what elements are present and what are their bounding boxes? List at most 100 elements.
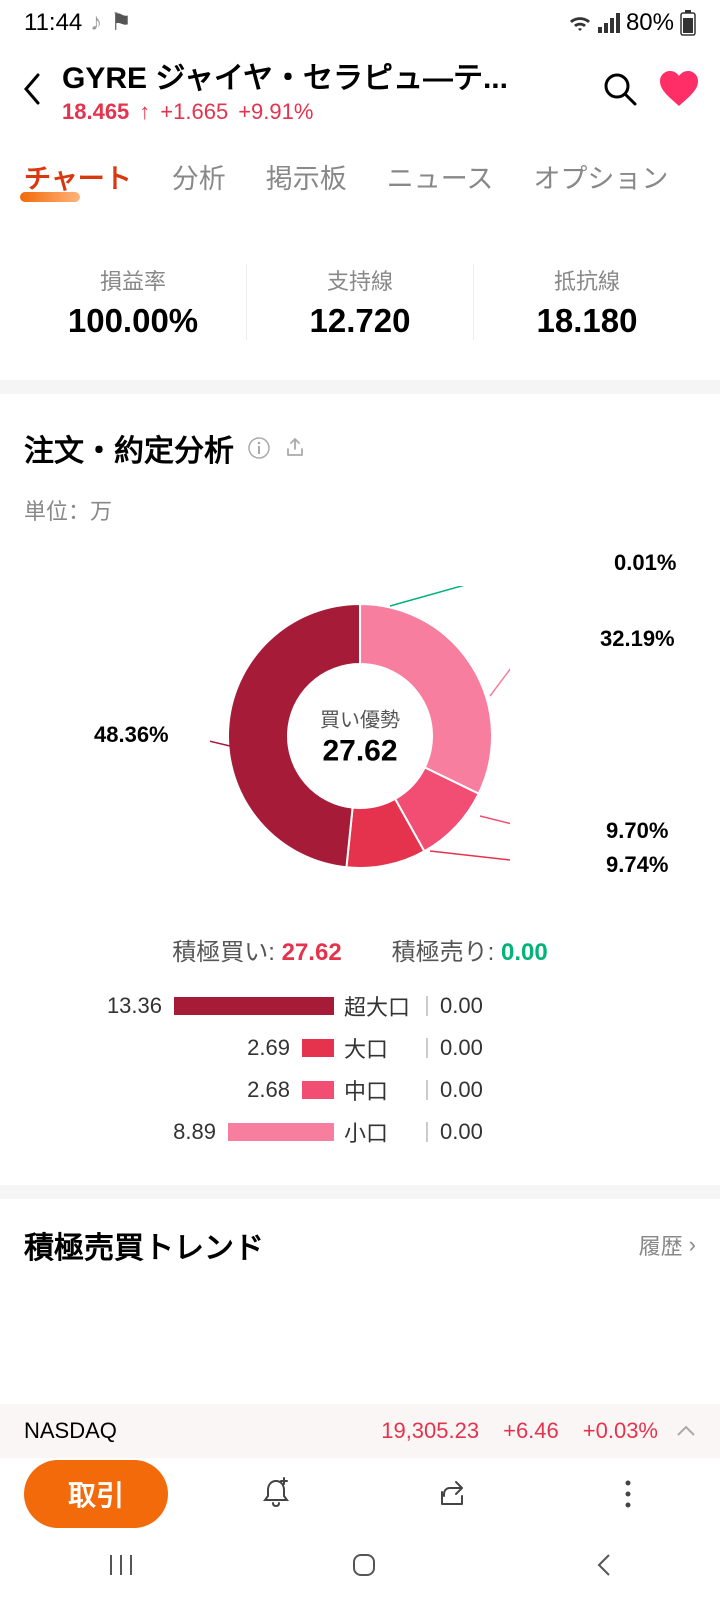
recents-button[interactable] [107, 1551, 135, 1579]
unit-label: 単位：万 [24, 494, 696, 526]
clock-text: 11:44 [24, 9, 82, 37]
breakdown-row: 13.36 超大口 0.00 [24, 993, 696, 1019]
row-category: 大口 [334, 1032, 414, 1064]
row-right-value: 0.00 [440, 1035, 483, 1061]
donut-chart: 買い優勢 27.62 48.36% 0.01% 32.19% 9.70% 9.74% [24, 546, 696, 926]
tab-news[interactable]: ニュース [387, 157, 494, 196]
chevron-right-icon: › [689, 1232, 696, 1258]
buy-label: 積極買い: [172, 939, 275, 966]
price-change: +1.665 [160, 99, 228, 125]
history-link[interactable]: 履歴 › [639, 1229, 696, 1261]
donut-center-label: 買い優勢 [320, 704, 400, 733]
donut-segment-label: 32.19% [600, 626, 675, 652]
search-button[interactable] [602, 71, 638, 107]
home-button[interactable] [350, 1551, 378, 1579]
row-left-value: 8.89 [24, 1119, 228, 1145]
trade-button[interactable]: 取引 [24, 1460, 168, 1528]
row-right-value: 0.00 [440, 1077, 483, 1103]
battery-icon [680, 10, 696, 36]
breakdown-row: 2.69大口0.00 [24, 1035, 696, 1061]
ticker-symbol: NASDAQ [24, 1418, 117, 1444]
donut-segment-label: 9.70% [606, 818, 668, 844]
row-separator [426, 1080, 428, 1100]
back-button[interactable] [20, 71, 42, 107]
breakdown-row: 2.68 中口 0.00 [24, 1077, 696, 1103]
metric-support: 支持線 12.720 [246, 264, 474, 340]
share-icon[interactable] [284, 437, 306, 459]
alert-button[interactable] [208, 1477, 344, 1511]
info-icon[interactable] [248, 437, 270, 459]
donut-segment-label: 0.01% [614, 550, 676, 576]
favorite-button[interactable] [658, 70, 700, 108]
section-divider [0, 380, 720, 394]
metric-label: 抵抗線 [474, 264, 700, 296]
arrow-up-icon: ↑ [139, 99, 150, 125]
stock-header: GYRE ジャイヤ・セラピュ―テ... 18.465 ↑ +1.665 +9.9… [0, 41, 720, 133]
row-bar [228, 1123, 334, 1141]
row-right-value: 0.00 [440, 993, 483, 1019]
price-row: 18.465 ↑ +1.665 +9.91% [62, 99, 582, 125]
tiktok-icon: ♪ [90, 9, 102, 37]
nav-back-button[interactable] [593, 1551, 613, 1579]
tab-options[interactable]: オプション [533, 157, 668, 196]
ticker-change: +6.46 [503, 1418, 559, 1444]
tab-board[interactable]: 掲示板 [266, 157, 347, 196]
row-category: 中口 [334, 1074, 414, 1106]
row-bar [302, 1039, 334, 1057]
system-nav [0, 1530, 720, 1600]
share-button[interactable] [384, 1478, 520, 1510]
metric-value: 100.00% [20, 302, 246, 340]
section-divider [0, 1185, 720, 1199]
metric-label: 支持線 [247, 264, 473, 296]
row-separator [426, 996, 428, 1016]
row-bar [302, 1081, 334, 1099]
stock-title: GYRE ジャイヤ・セラピュ―テ... [62, 53, 582, 97]
donut-center: 買い優勢 27.62 [320, 704, 400, 769]
trend-section-head: 積極売買トレンド 履歴 › [0, 1199, 720, 1267]
donut-center-value: 27.62 [320, 735, 400, 769]
metric-label: 損益率 [20, 264, 246, 296]
ticker-value: 19,305.23 [381, 1418, 479, 1444]
tab-chart[interactable]: チャート [24, 157, 132, 196]
key-metrics: 損益率 100.00% 支持線 12.720 抵抗線 18.180 [0, 208, 720, 380]
more-button[interactable] [560, 1478, 696, 1510]
donut-segment-label: 48.36% [94, 722, 169, 748]
price-value: 18.465 [62, 99, 129, 125]
status-bar: 11:44 ♪ ⚑ 80% [0, 0, 720, 41]
buy-value: 27.62 [282, 939, 342, 966]
metric-profit: 損益率 100.00% [20, 264, 246, 340]
sell-label: 積極売り: [392, 939, 495, 966]
row-left-value: 2.68 [24, 1077, 302, 1103]
signal-icon [598, 13, 620, 33]
donut-segment-label: 9.74% [606, 852, 668, 878]
tab-bar: チャート 分析 掲示板 ニュース オプション [0, 133, 720, 208]
metric-value: 12.720 [247, 302, 473, 340]
order-section-title: 注文・約定分析 [24, 426, 234, 470]
buy-sell-summary: 積極買い: 27.62 積極売り: 0.00 [24, 926, 696, 993]
row-bar [174, 997, 334, 1015]
row-category: 超大口 [334, 990, 414, 1022]
battery-text: 80% [626, 9, 674, 37]
row-left-value: 13.36 [24, 993, 174, 1019]
metric-resistance: 抵抗線 18.180 [474, 264, 700, 340]
sell-value: 0.00 [501, 939, 548, 966]
price-pct: +9.91% [238, 99, 313, 125]
tab-analysis[interactable]: 分析 [172, 157, 226, 196]
history-label: 履歴 [639, 1229, 683, 1261]
breakdown-row: 8.89小口0.00 [24, 1119, 696, 1145]
tab-underline [20, 192, 80, 202]
trend-title: 積極売買トレンド [24, 1223, 264, 1267]
tab-chart-label: チャート [24, 164, 132, 194]
app-icon: ⚑ [110, 8, 132, 37]
wifi-icon [568, 13, 592, 33]
metric-value: 18.180 [474, 302, 700, 340]
bottom-action-bar: 取引 [0, 1458, 720, 1530]
chevron-up-icon[interactable] [676, 1425, 696, 1437]
row-separator [426, 1038, 428, 1058]
row-separator [426, 1122, 428, 1142]
row-right-value: 0.00 [440, 1119, 483, 1145]
order-breakdown: 13.36超大口0.002.69大口0.002.68中口0.008.89小口0.… [24, 993, 696, 1165]
index-ticker[interactable]: NASDAQ 19,305.23 +6.46 +0.03% [0, 1404, 720, 1458]
order-analysis-section: 注文・約定分析 単位：万 買い優勢 27.62 48.36% 0.01% 32.19… [0, 394, 720, 1185]
ticker-pct: +0.03% [583, 1418, 658, 1444]
